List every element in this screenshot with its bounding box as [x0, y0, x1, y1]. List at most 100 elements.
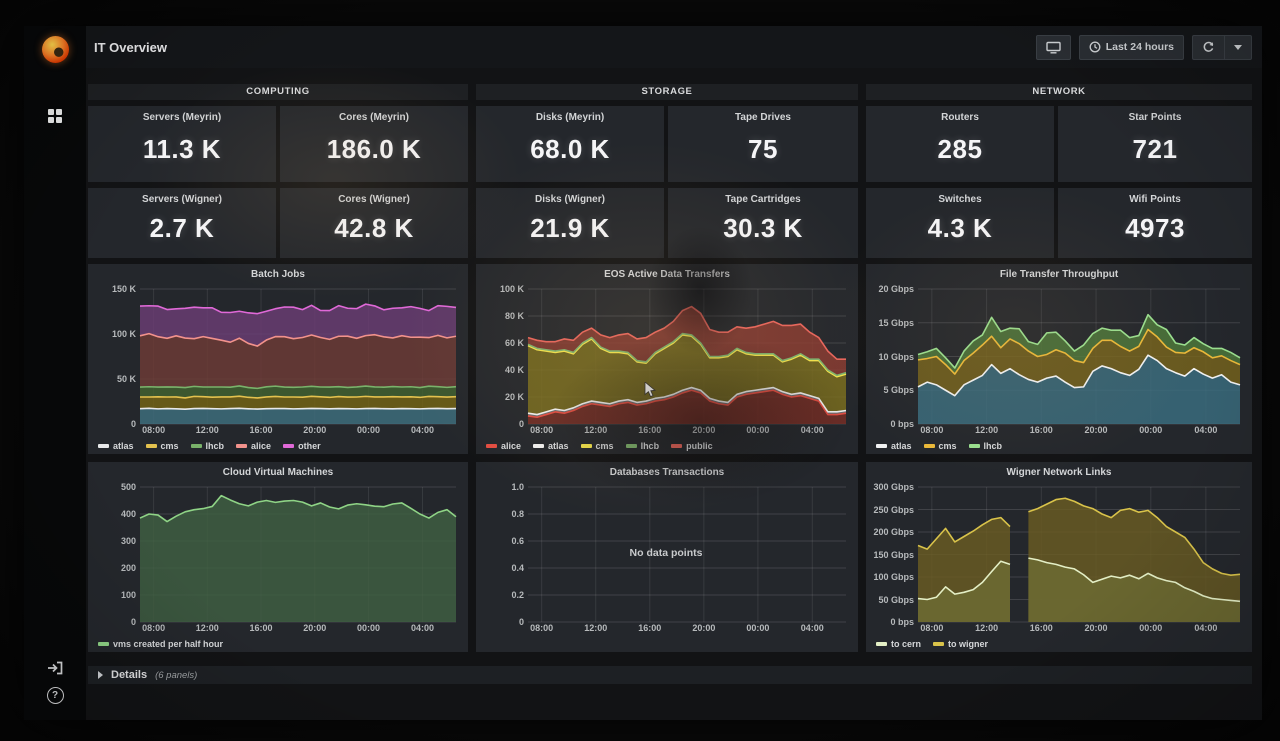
y-axis-tick-label: 150 K [111, 284, 136, 294]
legend-item[interactable]: cms [580, 441, 614, 451]
refresh-button[interactable] [1192, 34, 1224, 60]
legend-item[interactable]: lhcb [190, 441, 225, 451]
legend-label: cms [160, 441, 179, 451]
dashboard-content: COMPUTING STORAGE NETWORK Servers (Meyri… [86, 68, 1262, 720]
legend-item[interactable]: alice [236, 441, 271, 451]
legend-swatch [933, 642, 945, 646]
y-axis-tick-label: 400 [120, 509, 136, 519]
legend-swatch [923, 444, 935, 448]
legend-label: vms created per half hour [113, 639, 224, 649]
panel-title[interactable]: Batch Jobs [251, 269, 305, 280]
stat-panel-cores-meyrin: Cores (Meyrin) 186.0 K [280, 106, 468, 182]
stat-panel-routers: Routers 285 [866, 106, 1054, 182]
sign-in-icon[interactable] [46, 660, 64, 676]
chart-plot-area[interactable]: 0 0.2 0.4 0.6 0.8 1.0 08:00 12:00 16:00 20:00 00:0… [478, 482, 854, 636]
legend-item[interactable]: lhcb [625, 441, 660, 451]
dashboards-grid-icon[interactable] [47, 109, 63, 124]
panel-eos-active-data-transfers: EOS Active Data Transfers 0 20 K 40 K 60 K 8… [476, 264, 858, 454]
y-axis-tick-label: 200 Gbps [873, 527, 914, 537]
x-axis-tick-label: 20:00 [1084, 623, 1108, 633]
y-axis-tick-label: 150 Gbps [873, 549, 914, 560]
dashboard-title[interactable]: IT Overview [94, 39, 167, 55]
y-axis-tick-label: 20 K [504, 392, 524, 402]
chart-plot-area[interactable]: 0 bps 50 Gbps 100 Gbps 150 Gbps 200 Gbps 250 … [868, 482, 1248, 636]
x-axis-tick-label: 16:00 [1029, 623, 1053, 633]
chart-plot-area[interactable]: 0 20 K 40 K 60 K 80 K 100 K 08:00 12:00 16:00 20:… [478, 284, 854, 438]
stat-panel-disks-meyrin: Disks (Meyrin) 68.0 K [476, 106, 664, 182]
chart-legend: vms created per half hour [88, 636, 468, 652]
chart-plot-area[interactable]: 0 50 K 100 K 150 K 08:00 12:00 16:00 20:00 00:00… [90, 284, 464, 438]
legend-item[interactable]: to cern [876, 639, 921, 649]
legend-label: to wigner [948, 639, 989, 649]
y-axis-tick-label: 100 K [499, 284, 524, 294]
chart-legend: atlas cms lhcb [866, 438, 1252, 454]
panel-title[interactable]: Servers (Meyrin) [142, 112, 222, 123]
panel-title[interactable]: Servers (Wigner) [142, 194, 222, 205]
panel-title[interactable]: Wifi Points [1129, 194, 1181, 205]
y-axis-tick-label: 300 [120, 536, 136, 546]
panel-title[interactable]: Disks (Meyrin) [535, 112, 605, 123]
panel-title[interactable]: File Transfer Throughput [999, 269, 1119, 280]
legend-item[interactable]: to wigner [933, 639, 988, 649]
tv-mode-icon [1046, 41, 1061, 54]
x-axis-tick-label: 04:00 [1194, 425, 1218, 435]
legend-label: lhcb [205, 441, 225, 451]
panel-title[interactable]: Databases Transactions [609, 467, 725, 478]
stat-value: 186.0 K [326, 134, 422, 164]
no-data-message: No data points [629, 546, 703, 559]
chart-plot-area[interactable]: 0 bps 5 Gbps 10 Gbps 15 Gbps 20 Gbps 08:00 12:… [868, 284, 1248, 438]
legend-item[interactable]: cms [923, 441, 957, 451]
panel-title[interactable]: EOS Active Data Transfers [604, 269, 730, 280]
panel-title[interactable]: Wigner Network Links [1006, 467, 1112, 478]
row-header-storage[interactable]: STORAGE [476, 84, 858, 100]
row-header-network[interactable]: NETWORK [866, 84, 1252, 100]
dashboard-row-details[interactable]: Details (6 panels) [88, 666, 1252, 684]
panel-title[interactable]: Tape Cartridges [725, 194, 801, 205]
y-axis-tick-label: 250 Gbps [873, 504, 914, 515]
panel-title[interactable]: Star Points [1128, 112, 1182, 123]
x-axis-tick-label: 08:00 [530, 623, 554, 633]
nav-controls: Last 24 hours [1035, 34, 1252, 60]
legend-item[interactable]: atlas [533, 441, 569, 451]
y-axis-tick-label: 200 [120, 563, 136, 573]
legend-label: atlas [548, 441, 569, 451]
panel-title[interactable]: Cores (Wigner) [338, 194, 410, 205]
panel-title[interactable]: Disks (Wigner) [535, 194, 605, 205]
grafana-logo[interactable] [41, 36, 69, 63]
x-axis-tick-label: 04:00 [1194, 623, 1218, 633]
legend-item[interactable]: other [283, 441, 321, 451]
legend-label: lhcb [640, 441, 660, 451]
x-axis-tick-label: 16:00 [1029, 425, 1053, 435]
legend-item[interactable]: vms created per half hour [98, 639, 223, 649]
legend-swatch [283, 444, 295, 448]
time-range-picker[interactable]: Last 24 hours [1078, 34, 1184, 60]
stat-value: 30.3 K [723, 213, 803, 243]
y-axis-tick-label: 5 Gbps [883, 385, 914, 396]
legend-item[interactable]: lhcb [968, 441, 1002, 451]
y-axis-tick-label: 10 Gbps [878, 351, 914, 362]
panel-title[interactable]: Cloud Virtual Machines [222, 467, 334, 478]
y-axis-tick-label: 0.6 [511, 536, 524, 546]
legend-swatch [98, 642, 109, 646]
panel-title[interactable]: Cores (Meyrin) [338, 112, 409, 123]
legend-item[interactable]: public [671, 441, 713, 451]
legend-item[interactable]: atlas [98, 441, 134, 451]
y-axis-tick-label: 1.0 [511, 482, 524, 492]
y-axis-tick-label: 80 K [504, 311, 524, 321]
legend-swatch [580, 444, 592, 448]
tv-mode-button[interactable] [1035, 34, 1071, 60]
legend-item[interactable]: cms [145, 441, 179, 451]
refresh-interval-dropdown[interactable] [1224, 34, 1252, 60]
panel-title[interactable]: Tape Drives [735, 112, 791, 123]
legend-label: other [298, 441, 321, 451]
legend-item[interactable]: alice [486, 441, 521, 451]
chart-legend: atlas cms lhcb alice other [88, 438, 468, 454]
legend-swatch [98, 444, 109, 448]
chart-plot-area[interactable]: 0 100 200 300 400 500 08:00 12:00 16:00 20:00 00:0… [90, 482, 464, 636]
panel-title[interactable]: Routers [941, 112, 979, 123]
legend-label: alice [501, 441, 522, 451]
legend-item[interactable]: atlas [876, 441, 912, 451]
help-circle-icon[interactable]: ? [46, 687, 64, 704]
panel-title[interactable]: Switches [938, 194, 982, 205]
row-header-computing[interactable]: COMPUTING [88, 84, 468, 100]
